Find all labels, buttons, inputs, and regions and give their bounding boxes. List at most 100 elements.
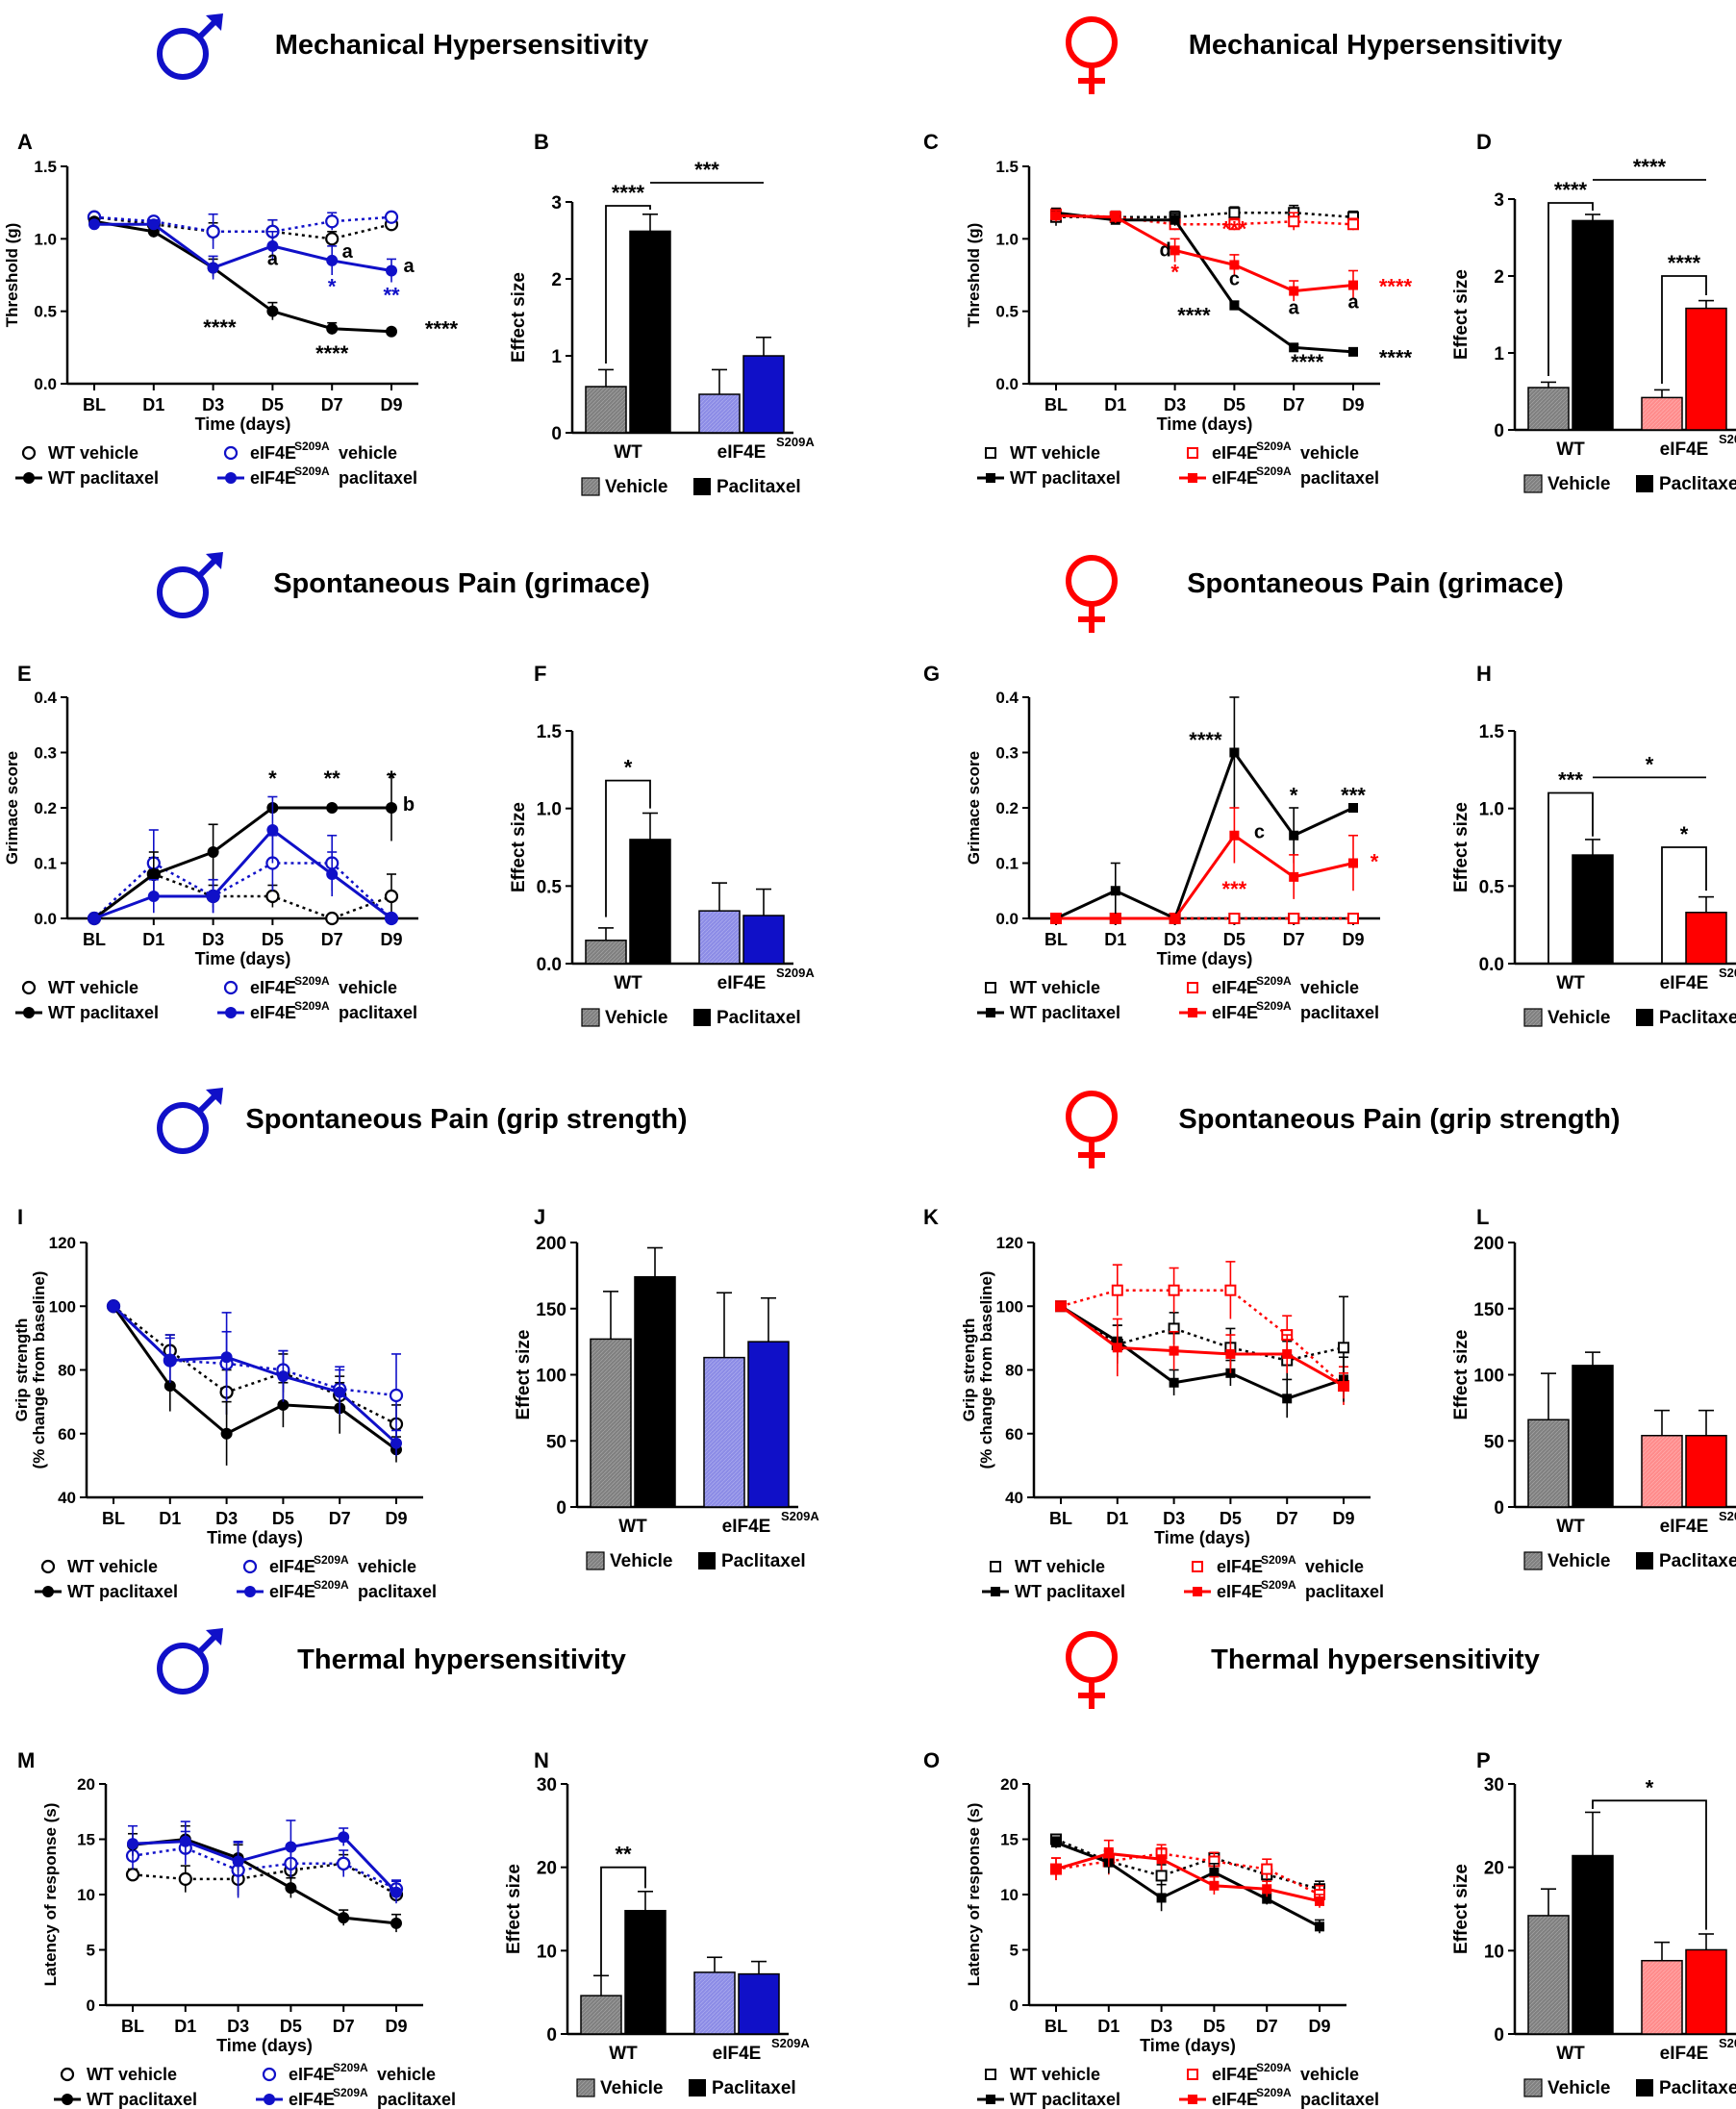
bar (634, 1276, 676, 1508)
group-label: eIF4E (717, 442, 767, 463)
x-tick-label: D7 (329, 1509, 351, 1528)
legend-label: eIF4E (250, 1003, 296, 1022)
panel-k: K 40 60 80 100 120 BL D1 D3 D5 D7 D9 Time (days) Grip… (923, 1205, 1384, 1601)
series-wt-vehicle (125, 1853, 404, 1902)
x-tick-label: D5 (1223, 930, 1245, 949)
data-point (1209, 1880, 1220, 1891)
group-superscript: S209A (776, 435, 815, 449)
y-tick-label: 100 (536, 1367, 566, 1387)
male-symbol-arrowhead (206, 13, 223, 31)
x-tick-label: D9 (1332, 1509, 1354, 1528)
panel-d: D 0 1 2 3 Effect size WT eIF4E S209A Vehicle Pacli… (1451, 130, 1736, 494)
legend-label: WT vehicle (67, 1557, 158, 1576)
data-point (390, 1437, 402, 1449)
legend-label-suffix: paclitaxel (1300, 468, 1379, 488)
y-tick-label: 1.5 (1479, 722, 1505, 742)
legend-swatch (1636, 1009, 1653, 1026)
x-tick-label: D7 (333, 2017, 355, 2036)
data-point (232, 1855, 244, 1868)
female-symbol-ring (1066, 555, 1118, 607)
series-wt-vehicle (1050, 1833, 1325, 1897)
section-title-male: Spontaneous Pain (grip strength) (245, 1104, 687, 1135)
female-symbol-icon (1066, 555, 1118, 633)
series-line (1056, 833, 1354, 920)
y-tick-label: 1 (1494, 344, 1504, 364)
bar (1641, 396, 1683, 431)
data-point (1051, 1837, 1061, 1847)
data-point (1262, 1894, 1272, 1904)
group-label: WT (609, 2044, 638, 2064)
y-tick-label: 60 (58, 1425, 76, 1444)
legend-marker (986, 1008, 995, 1017)
significance-label: **** (1189, 728, 1222, 752)
legend-label: WT paclitaxel (1010, 468, 1120, 488)
data-point (1111, 1284, 1123, 1296)
data-point (390, 1886, 402, 1898)
x-tick-label: BL (102, 1509, 125, 1528)
panel-a: A 0.0 0.5 1.0 1.5 BL D1 D3 D5 D7 D9 Time (days) Thre… (3, 130, 459, 488)
bar (1572, 1854, 1614, 2035)
series-line (132, 1835, 398, 1894)
legend-superscript: S209A (294, 999, 330, 1013)
y-tick-label: 0.3 (34, 744, 57, 763)
legend-label: WT vehicle (1010, 443, 1100, 463)
y-tick-label: 0.5 (34, 303, 57, 321)
legend-marker (23, 1007, 35, 1018)
data-point (1288, 913, 1300, 924)
panel-l: L 0 50 100 150 200 Effect size WT eIF4E S209A Vehi… (1451, 1205, 1736, 1571)
x-axis-label: Time (days) (1140, 2036, 1236, 2055)
female-symbol-icon (1066, 1091, 1118, 1168)
x-tick-label: D5 (262, 395, 284, 414)
legend-swatch (581, 1008, 600, 1027)
legend-label-suffix: vehicle (1300, 978, 1359, 997)
data-point (337, 1856, 351, 1870)
significance-label: b (403, 794, 415, 816)
data-point (1348, 803, 1358, 813)
legend-marker (21, 445, 37, 461)
legend-marker (1188, 2095, 1197, 2104)
data-point (1169, 1377, 1179, 1388)
legend-label: WT vehicle (87, 2065, 177, 2084)
group-label: eIF4E (1660, 1517, 1709, 1537)
bar (1527, 1915, 1570, 2035)
section-title-female: Thermal hypersensitivity (1211, 1645, 1540, 1675)
bar (1685, 912, 1727, 965)
series-wt-paclitaxel (108, 1300, 402, 1466)
legend-label: Paclitaxel (1659, 1008, 1736, 1028)
group-label: eIF4E (717, 973, 767, 993)
legend-label: eIF4E (250, 468, 296, 488)
y-axis-label: Effect size (514, 1330, 534, 1420)
y-tick-label: 0.5 (995, 303, 1019, 321)
y-tick-label: 100 (49, 1297, 76, 1316)
bar (703, 1356, 745, 1508)
bar (585, 386, 627, 434)
legend-label: eIF4E (269, 1557, 315, 1576)
y-tick-label: 15 (77, 1831, 95, 1849)
x-tick-label: D3 (202, 930, 224, 949)
data-point (207, 846, 219, 858)
x-tick-label: D1 (159, 1509, 181, 1528)
x-axis-label: Time (days) (216, 2036, 313, 2055)
legend-label-suffix: vehicle (339, 978, 397, 997)
y-tick-label: 0.2 (34, 799, 57, 817)
y-tick-label: 0.0 (1479, 955, 1504, 975)
legend-label: eIF4E (250, 978, 296, 997)
legend-marker (990, 1561, 1001, 1572)
bar (698, 910, 741, 965)
y-tick-label: 200 (536, 1234, 566, 1254)
section-title-male: Spontaneous Pain (grimace) (273, 568, 650, 599)
legend-swatch (1523, 474, 1543, 493)
panel-letter: O (923, 1748, 940, 1772)
legend-label: WT paclitaxel (1015, 1582, 1125, 1601)
significance-label: **** (1379, 275, 1413, 299)
data-point (88, 218, 100, 231)
significance-label: **** (1668, 251, 1701, 275)
male-symbol-arrowhead (206, 1088, 223, 1105)
legend-label: eIF4E (1212, 468, 1258, 488)
y-axis-label-2: (% change from baseline) (977, 1271, 995, 1469)
data-point (147, 891, 160, 902)
y-tick-label: 0.1 (995, 855, 1019, 873)
significance-label: **** (425, 316, 459, 340)
legend-superscript: S209A (1256, 974, 1292, 988)
legend-label: Paclitaxel (712, 2078, 796, 2098)
